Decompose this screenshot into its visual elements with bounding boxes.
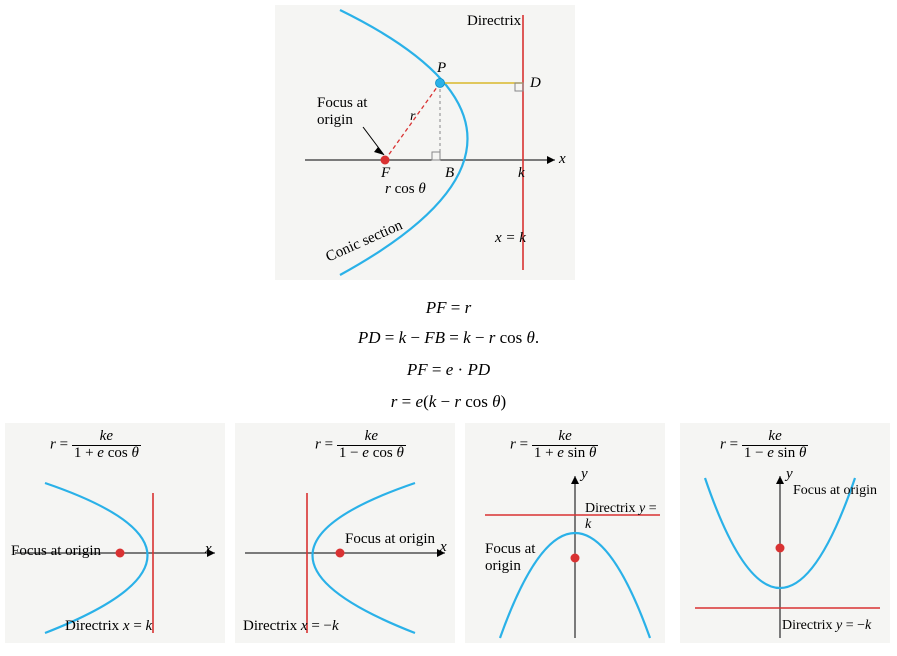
panel4-focus-label: Focus at origin xyxy=(793,483,877,499)
label-D: D xyxy=(530,75,541,92)
panel2-formula: r = ke1 − e cos θ xyxy=(315,429,406,462)
panel3-focus-label: Focus atorigin xyxy=(485,541,535,574)
panel2-directrix-label: Directrix x = −k xyxy=(243,618,339,635)
label-directrix: Directrix xyxy=(467,13,521,30)
panel3-axis: y xyxy=(581,466,588,483)
panel2-focus-label: Focus at origin xyxy=(345,531,435,548)
panel3-formula: r = ke1 + e sin θ xyxy=(510,429,598,462)
small-panel-2: r = ke1 − e cos θ Focus at origin x Dire… xyxy=(235,423,455,643)
main-diagram-panel: Directrix P D Focus atorigin r x F B k r… xyxy=(275,5,575,280)
main-diagram-svg xyxy=(275,5,575,280)
label-xk: x = k xyxy=(495,230,526,247)
equation-3: PF = e · PD xyxy=(0,360,897,380)
equation-2: PD = k − FB = k − r cos θ. xyxy=(0,328,897,348)
panel4-formula: r = ke1 − e sin θ xyxy=(720,429,808,462)
label-k: k xyxy=(518,165,525,182)
panel4-directrix-label: Directrix y = −k xyxy=(782,618,871,634)
label-focus-at-origin: Focus atorigin xyxy=(317,95,367,128)
label-x: x xyxy=(559,151,566,168)
panel1-directrix-label: Directrix x = k xyxy=(65,618,152,635)
label-r: r xyxy=(410,109,415,125)
equation-4: r = e(k − r cos θ) xyxy=(0,392,897,412)
panel3-directrix-label: Directrix y = k xyxy=(585,501,665,533)
label-rcos: r cos θ xyxy=(385,181,426,198)
label-P: P xyxy=(437,60,446,77)
label-F: F xyxy=(381,165,390,182)
small-panel-1: r = ke1 + e cos θ Focus at origin x Dire… xyxy=(5,423,225,643)
small-panel-3: r = ke1 + e sin θ y Directrix y = k Focu… xyxy=(465,423,665,643)
panel2-axis: x xyxy=(440,539,447,556)
label-B: B xyxy=(445,165,454,182)
panel1-axis: x xyxy=(205,541,212,558)
small-panel-4: r = ke1 − e sin θ y Focus at origin Dire… xyxy=(680,423,890,643)
equation-1: PF = r xyxy=(0,298,897,318)
panel1-formula: r = ke1 + e cos θ xyxy=(50,429,141,462)
panel4-axis: y xyxy=(786,466,793,483)
panel1-focus-label: Focus at origin xyxy=(11,543,101,560)
panel2-svg xyxy=(235,463,455,643)
